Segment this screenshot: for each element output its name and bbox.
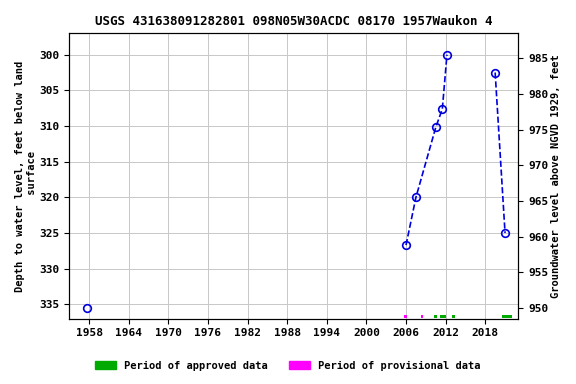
Bar <box>420 314 423 318</box>
Title: USGS 431638091282801 098N05W30ACDC 08170 1957Waukon 4: USGS 431638091282801 098N05W30ACDC 08170… <box>95 15 492 28</box>
Legend: Period of approved data, Period of provisional data: Period of approved data, Period of provi… <box>91 357 485 375</box>
Bar <box>404 314 407 318</box>
Bar <box>434 314 437 318</box>
Bar <box>452 314 455 318</box>
Y-axis label: Depth to water level, feet below land
 surface: Depth to water level, feet below land su… <box>15 60 37 291</box>
Y-axis label: Groundwater level above NGVD 1929, feet: Groundwater level above NGVD 1929, feet <box>551 54 561 298</box>
Bar <box>502 314 511 318</box>
Bar <box>441 314 446 318</box>
